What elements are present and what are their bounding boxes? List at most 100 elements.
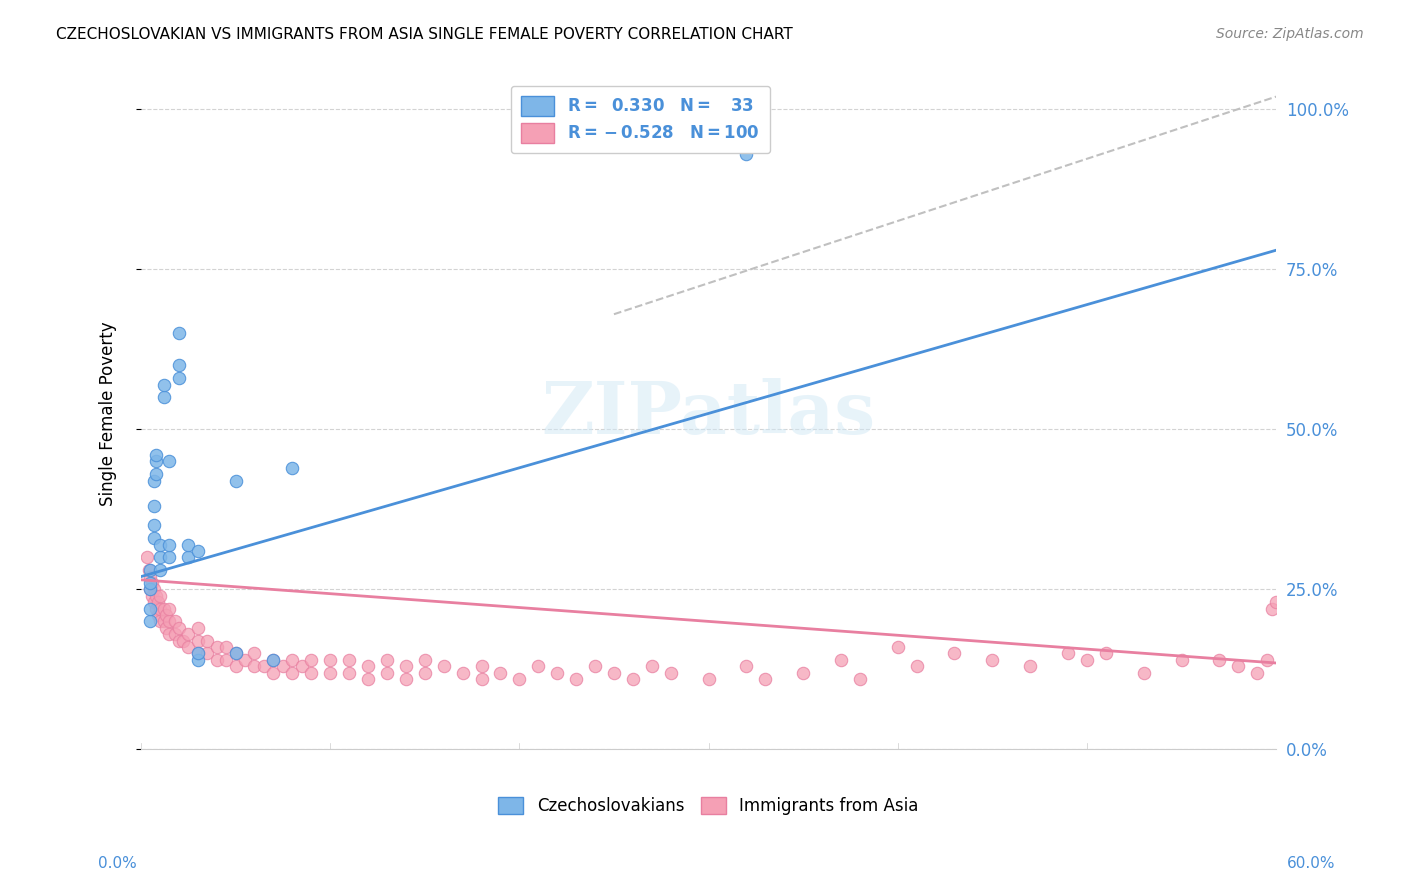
Point — [413, 665, 436, 680]
Point — [143, 582, 166, 597]
Point — [167, 359, 190, 373]
Point — [583, 659, 606, 673]
Point — [157, 615, 180, 629]
Point — [143, 531, 166, 545]
Point — [155, 607, 177, 622]
Point — [149, 538, 172, 552]
Point — [187, 653, 209, 667]
Point — [145, 448, 167, 462]
Point — [143, 595, 166, 609]
Point — [395, 672, 418, 686]
Point — [281, 653, 304, 667]
Point — [262, 665, 284, 680]
Point — [1076, 653, 1098, 667]
Point — [177, 538, 200, 552]
Point — [603, 665, 626, 680]
Point — [470, 672, 492, 686]
Point — [225, 659, 247, 673]
Point — [167, 371, 190, 385]
Text: 60.0%: 60.0% — [1288, 856, 1336, 871]
Point — [157, 601, 180, 615]
Point — [157, 550, 180, 565]
Point — [143, 499, 166, 513]
Point — [157, 538, 180, 552]
Point — [167, 621, 190, 635]
Point — [375, 665, 398, 680]
Point — [167, 633, 190, 648]
Point — [215, 640, 238, 654]
Point — [187, 647, 209, 661]
Point — [177, 640, 200, 654]
Point — [243, 647, 266, 661]
Point — [146, 595, 169, 609]
Point — [139, 582, 162, 597]
Point — [337, 665, 360, 680]
Point — [433, 659, 456, 673]
Point — [262, 653, 284, 667]
Point — [149, 563, 172, 577]
Point — [157, 454, 180, 468]
Point — [1227, 659, 1250, 673]
Point — [375, 653, 398, 667]
Point — [139, 582, 162, 597]
Point — [163, 615, 186, 629]
Point — [1019, 659, 1042, 673]
Point — [489, 665, 512, 680]
Point — [135, 550, 157, 565]
Point — [172, 633, 194, 648]
Point — [1132, 665, 1154, 680]
Point — [225, 474, 247, 488]
Point — [1095, 647, 1118, 661]
Point — [451, 665, 474, 680]
Point — [187, 647, 209, 661]
Point — [157, 627, 180, 641]
Point — [145, 589, 167, 603]
Point — [697, 672, 720, 686]
Point — [830, 653, 852, 667]
Point — [215, 653, 238, 667]
Point — [177, 627, 200, 641]
Point — [621, 672, 644, 686]
Point — [1256, 653, 1278, 667]
Point — [735, 147, 758, 161]
Point — [205, 640, 228, 654]
Point — [508, 672, 530, 686]
Point — [413, 653, 436, 667]
Point — [145, 601, 167, 615]
Point — [145, 467, 167, 482]
Point — [163, 627, 186, 641]
Point — [943, 647, 966, 661]
Point — [152, 615, 174, 629]
Text: CZECHOSLOVAKIAN VS IMMIGRANTS FROM ASIA SINGLE FEMALE POVERTY CORRELATION CHART: CZECHOSLOVAKIAN VS IMMIGRANTS FROM ASIA … — [56, 27, 793, 42]
Point — [187, 544, 209, 558]
Point — [152, 377, 174, 392]
Point — [1208, 653, 1230, 667]
Text: Source: ZipAtlas.com: Source: ZipAtlas.com — [1216, 27, 1364, 41]
Point — [299, 665, 322, 680]
Point — [243, 659, 266, 673]
Point — [754, 672, 776, 686]
Point — [225, 647, 247, 661]
Point — [981, 653, 1004, 667]
Point — [1057, 647, 1080, 661]
Point — [291, 659, 314, 673]
Point — [187, 621, 209, 635]
Point — [565, 672, 588, 686]
Point — [253, 659, 276, 673]
Point — [145, 454, 167, 468]
Point — [149, 589, 172, 603]
Point — [319, 665, 342, 680]
Point — [141, 576, 163, 591]
Point — [152, 391, 174, 405]
Point — [225, 647, 247, 661]
Point — [139, 615, 162, 629]
Point — [152, 601, 174, 615]
Point — [146, 607, 169, 622]
Point — [262, 653, 284, 667]
Point — [357, 659, 380, 673]
Legend: Czechoslovakians, Immigrants from Asia: Czechoslovakians, Immigrants from Asia — [492, 790, 925, 822]
Point — [139, 576, 162, 591]
Text: 0.0%: 0.0% — [98, 856, 138, 871]
Point — [149, 615, 172, 629]
Point — [143, 518, 166, 533]
